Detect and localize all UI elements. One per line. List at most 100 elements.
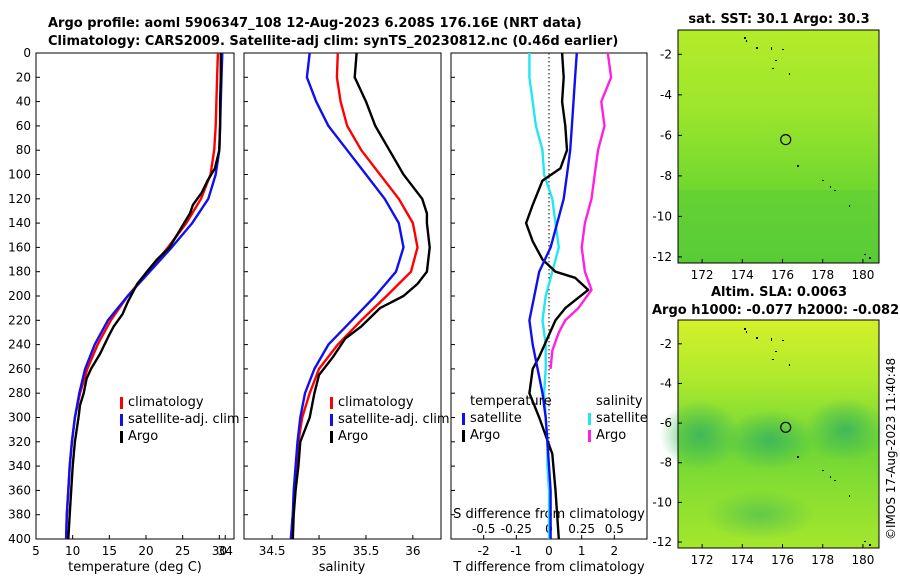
salinity-series xyxy=(289,52,431,540)
y-tick-label: 340 xyxy=(8,459,31,473)
s-diff-tick-label: -0.5 xyxy=(472,522,495,536)
series-line-temperature-argo xyxy=(524,52,590,540)
x-tick-label: -2 xyxy=(478,544,490,558)
y-tick-label: 300 xyxy=(8,411,31,425)
sla-low-blob xyxy=(705,490,815,540)
y-tick-label: 140 xyxy=(8,216,31,230)
difference-panel: T difference from climatology S differen… xyxy=(450,52,648,575)
legend-label-t-satellite: satellite xyxy=(470,411,522,426)
lat-tick-label: -2 xyxy=(660,337,672,351)
coastline-islands xyxy=(744,37,871,259)
y-tick-label: 80 xyxy=(16,143,31,157)
y-tick-label: 180 xyxy=(8,265,31,279)
sla-map-subtitle: Argo h1000: -0.077 h2000: -0.082 xyxy=(652,303,899,318)
series-line-salinity-satellite xyxy=(528,52,578,539)
sla-map-panel: Altim. SLA: 0.0063 Argo h1000: -0.077 h2… xyxy=(652,285,899,567)
sst-map-frame xyxy=(677,29,880,264)
y-tick-label: 320 xyxy=(8,435,31,449)
lon-tick-label: 180 xyxy=(851,268,874,282)
legend-swatch-s-argo xyxy=(588,430,591,442)
legend-swatch-argo xyxy=(330,431,333,443)
x-tick-label: 35 xyxy=(311,544,326,558)
sla-low-blob xyxy=(805,398,885,462)
temperature-legend: climatology satellite-adj. clim Argo xyxy=(120,395,240,444)
legend-label-argo: Argo xyxy=(338,429,368,444)
series-line-argo xyxy=(291,52,431,540)
s-diff-tick-label: 0.5 xyxy=(605,522,624,536)
lat-tick-label: -10 xyxy=(652,209,672,223)
legend-label-satellite: satellite-adj. clim xyxy=(338,412,450,427)
temperature-axes-frame xyxy=(35,52,235,540)
salinity-ticks: 34 34.5 35 35.5 36 xyxy=(218,52,420,558)
argo-location-marker xyxy=(780,134,792,146)
legend-title-temperature: temperature xyxy=(470,394,552,409)
depth-ticks: 0 20 40 60 80 100 120 140 160 180 200 220 240 260 280 3… xyxy=(8,46,40,546)
x-tick-label: 36 xyxy=(405,544,420,558)
y-tick-label: 280 xyxy=(8,386,31,400)
legend-swatch-satellite xyxy=(330,414,333,426)
argo-location-marker xyxy=(780,421,792,433)
sst-field xyxy=(678,30,879,263)
lon-tick-label: 178 xyxy=(811,268,834,282)
y-tick-label: 120 xyxy=(8,192,31,206)
lat-tick-label: -8 xyxy=(660,169,672,183)
s-diff-tick-label: -0.25 xyxy=(501,522,532,536)
lat-tick-label: -10 xyxy=(652,495,672,509)
y-tick-label: 400 xyxy=(8,532,31,546)
lon-tick-label: 172 xyxy=(691,553,714,567)
y-tick-label: 40 xyxy=(16,95,31,109)
series-line-salinity-argo xyxy=(549,52,613,370)
x-tick-label: 35.5 xyxy=(353,544,380,558)
y-tick-label: 220 xyxy=(8,313,31,327)
x-tick-label: -1 xyxy=(510,544,522,558)
lat-tick-label: -8 xyxy=(660,456,672,470)
temperature-panel: temperature (deg C) 0 20 40 60 80 100 120 140 16… xyxy=(8,46,240,575)
y-tick-label: 0 xyxy=(23,46,31,60)
x-tick-label: 34.5 xyxy=(259,544,286,558)
y-tick-label: 20 xyxy=(16,70,31,84)
latitude-ticks: -2 -4 -6 -8 -10 -12 xyxy=(652,337,682,549)
lat-tick-label: -4 xyxy=(660,376,672,390)
x-tick-label: 2 xyxy=(611,544,619,558)
series-line-satellite-adj-clim xyxy=(289,52,405,540)
series-line-argo xyxy=(67,53,222,540)
legend-swatch-satellite xyxy=(120,414,123,426)
y-tick-label: 200 xyxy=(8,289,31,303)
sla-low-blob xyxy=(660,400,740,470)
s-diff-tick-label: 0.25 xyxy=(568,522,595,536)
x-tick-label: 5 xyxy=(32,544,40,558)
difference-legend: temperature satellite Argo salinity sate… xyxy=(462,394,648,443)
lon-tick-label: 172 xyxy=(691,268,714,282)
legend-swatch-argo xyxy=(120,431,123,443)
y-tick-label: 160 xyxy=(8,240,31,254)
lon-tick-label: 176 xyxy=(771,268,794,282)
lat-tick-label: -12 xyxy=(652,250,672,264)
temperature-series xyxy=(64,52,224,540)
y-tick-label: 100 xyxy=(8,168,31,182)
x-tick-label: 1 xyxy=(578,544,586,558)
legend-label-climatology: climatology xyxy=(338,395,414,410)
x-tick-label: 34 xyxy=(218,544,233,558)
x-tick-label: 15 xyxy=(102,544,117,558)
header-title-line1: Argo profile: aoml 5906347_108 12-Aug-20… xyxy=(48,16,582,31)
legend-swatch-climatology xyxy=(120,397,123,409)
lon-tick-label: 174 xyxy=(731,553,754,567)
difference-series xyxy=(524,52,613,540)
legend-label-satellite: satellite-adj. clim xyxy=(128,412,240,427)
y-tick-label: 240 xyxy=(8,338,31,352)
legend-title-salinity: salinity xyxy=(596,394,643,409)
t-diff-xlabel: T difference from climatology xyxy=(452,560,645,575)
lon-tick-label: 180 xyxy=(851,553,874,567)
coastline-islands xyxy=(744,328,871,546)
salinity-panel: salinity 34 34.5 35 35.5 36 climatology sate… xyxy=(218,52,450,575)
lat-tick-label: -12 xyxy=(652,535,672,549)
lat-tick-label: -4 xyxy=(660,88,672,102)
legend-label-s-satellite: satellite xyxy=(596,411,648,426)
latitude-ticks: -2 -4 -6 -8 -10 -12 xyxy=(652,47,682,264)
imos-credit: ©IMOS 17-Aug-2023 11:40:48 xyxy=(884,358,898,540)
legend-swatch-t-argo xyxy=(462,430,465,442)
y-tick-label: 60 xyxy=(16,119,31,133)
sla-map-frame xyxy=(677,319,880,549)
sst-map-title: sat. SST: 30.1 Argo: 30.3 xyxy=(688,12,869,27)
x-tick-label: 25 xyxy=(175,544,190,558)
